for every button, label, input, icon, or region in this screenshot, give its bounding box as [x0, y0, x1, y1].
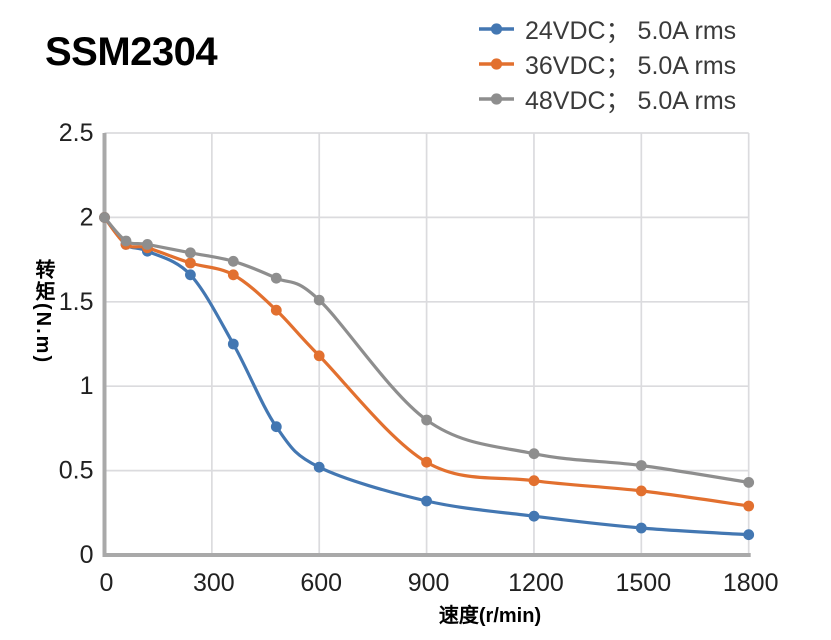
x-tick-labels: 0 300 600 900 1200 1500 1800 — [100, 569, 779, 597]
data-point-48vdc — [743, 477, 755, 488]
chart-title: SSM2304 — [45, 30, 218, 74]
data-point-36vdc — [743, 500, 755, 512]
data-point-36vdc — [635, 485, 647, 497]
y-tick-labels: 0 0.5 1 1.5 2 2.5 — [59, 119, 94, 569]
legend-label-24vdc: 24VDC； 5.0A rms — [525, 17, 737, 45]
data-point-48vdc — [99, 212, 110, 223]
y-tick-label: 1 — [80, 372, 94, 400]
data-point-24vdc — [185, 269, 196, 281]
x-tick-label: 1500 — [616, 569, 672, 597]
data-point-36vdc — [227, 269, 239, 281]
data-point-24vdc — [227, 338, 239, 350]
data-point-24vdc — [313, 461, 325, 473]
legend-marker-line-dot-icon — [479, 93, 514, 105]
legend-item-36vdc: 36VDC； 5.0A rms — [478, 49, 737, 80]
legend-label-36vdc: 36VDC； 5.0A rms — [525, 52, 737, 80]
y-tick-label: 0.5 — [59, 457, 94, 485]
y-tick-label: 2 — [80, 203, 94, 231]
y-tick-label: 0 — [80, 541, 94, 569]
legend-item-24vdc: 24VDC； 5.0A rms — [478, 14, 737, 45]
x-axis-title: 速度(r/min) — [438, 605, 542, 627]
x-tick-label: 900 — [408, 569, 450, 597]
axes — [102, 133, 751, 557]
x-tick-label: 600 — [300, 569, 342, 597]
data-point-48vdc — [313, 294, 325, 306]
series-48vdc — [99, 212, 755, 488]
data-point-48vdc — [528, 448, 540, 460]
data-point-48vdc — [120, 235, 132, 247]
legend-marker-line-dot-icon — [479, 23, 514, 35]
data-point-24vdc — [635, 522, 647, 534]
legend-item-48vdc: 48VDC； 5.0A rms — [478, 84, 737, 115]
data-point-48vdc — [142, 239, 153, 250]
x-tick-label: 300 — [193, 569, 235, 597]
y-tick-label: 2.5 — [59, 119, 94, 147]
data-point-24vdc — [743, 529, 755, 541]
gridlines — [104, 132, 750, 555]
data-point-36vdc — [185, 257, 196, 269]
legend: 24VDC； 5.0A rms 36VDC； 5.0A rms 48VDC； 5… — [478, 14, 737, 115]
data-point-48vdc — [635, 460, 647, 471]
y-tick-label: 1.5 — [59, 288, 94, 316]
x-tick-label: 1200 — [508, 569, 564, 597]
data-point-48vdc — [227, 255, 239, 267]
x-tick-label: 1800 — [723, 569, 779, 597]
y-axis-title: 转矩(N.m) — [32, 259, 54, 365]
data-point-36vdc — [270, 304, 282, 316]
data-point-36vdc — [313, 350, 325, 362]
data-point-24vdc — [528, 510, 540, 522]
data-point-48vdc — [270, 272, 282, 284]
data-point-48vdc — [185, 247, 196, 259]
x-tick-label: 0 — [100, 569, 114, 597]
data-point-48vdc — [421, 414, 432, 426]
data-point-24vdc — [270, 421, 282, 433]
data-point-36vdc — [421, 456, 432, 468]
legend-marker-line-dot-icon — [479, 58, 514, 70]
data-point-24vdc — [421, 495, 432, 507]
data-point-36vdc — [528, 475, 540, 487]
legend-label-48vdc: 48VDC； 5.0A rms — [525, 87, 737, 115]
